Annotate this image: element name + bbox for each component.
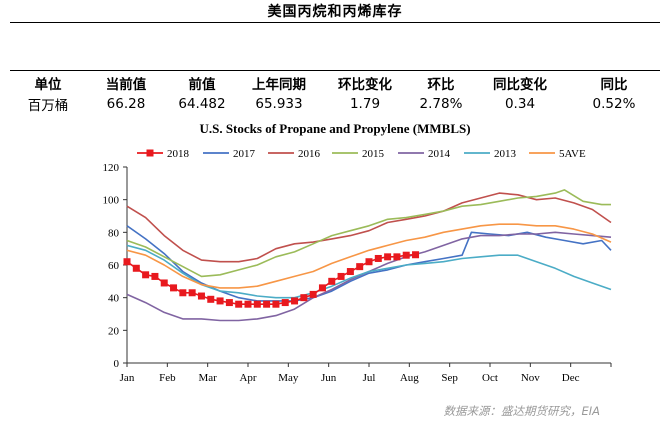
series-2018-point: [235, 300, 243, 308]
stats-header-cell: 环比变化: [338, 76, 392, 93]
series-2018-point: [132, 264, 140, 272]
x-tick-label: May: [278, 372, 299, 384]
stats-header-cell: 前值: [188, 76, 216, 93]
series-2018-point: [384, 253, 392, 261]
chart-series: [123, 189, 612, 322]
x-tick-label: Nov: [521, 372, 540, 384]
series-2015-line: [126, 189, 611, 278]
series-2018-point: [216, 297, 224, 305]
legend-2014-label: 2014: [428, 148, 451, 160]
legend-2016-label: 2016: [298, 148, 321, 160]
stats-value-cell: 1.79: [349, 95, 381, 112]
chart-title: U.S. Stocks of Propane and Propylene (MM…: [199, 121, 471, 136]
series-2018-point: [225, 299, 233, 307]
x-tick-label: Dec: [562, 372, 580, 384]
y-tick-label: 100: [103, 195, 120, 207]
stats-header-cell: 同比变化: [493, 76, 547, 93]
series-2018-point: [412, 251, 420, 259]
y-tick-label: 80: [108, 227, 120, 239]
y-tick-label: 40: [108, 293, 120, 305]
series-2018-point: [337, 272, 345, 280]
series-2018-point: [281, 299, 289, 307]
stats-value-cell: 65.933: [255, 95, 303, 112]
stats-header-cell: 单位: [34, 76, 62, 93]
legend-2018-label: 2018: [167, 148, 190, 160]
stats-header-cell: 当前值: [105, 76, 147, 93]
stats-header-cell: 上年同期: [252, 76, 306, 93]
source-note: 数据来源：盛达期货研究，EIA: [443, 404, 600, 418]
stats-value-row: 百万桶 66.28 64.482 65.933 1.79 2.78% 0.34 …: [10, 93, 660, 114]
series-2018-point: [263, 300, 271, 308]
series-2018-point: [142, 271, 150, 279]
stats-value-cell: 64.482: [178, 95, 226, 112]
series-2014-line: [126, 231, 612, 322]
series-2018-point: [272, 300, 280, 308]
series-2018-point: [197, 292, 205, 300]
legend-2013-label: 2013: [494, 148, 517, 160]
x-tick-label: Aug: [400, 372, 419, 384]
x-tick-label: Mar: [199, 372, 218, 384]
x-tick-label: Sep: [441, 372, 458, 384]
x-tick-label: Jan: [120, 372, 135, 384]
legend-2018-marker: [146, 149, 154, 157]
stats-table-top-rule: [10, 70, 660, 71]
series-2018-point: [207, 295, 215, 303]
x-tick-label: Oct: [482, 372, 498, 384]
x-tick-label: Apr: [239, 372, 256, 384]
stats-value-cell: 66.28: [106, 95, 146, 112]
series-2018-point: [346, 268, 354, 276]
legend-2015-label: 2015: [362, 148, 385, 160]
series-2018-point: [365, 258, 373, 266]
series-2018-point: [356, 263, 364, 271]
stats-value-cell: 百万桶: [27, 97, 69, 114]
stats-value-cell: 0.34: [504, 95, 536, 112]
title-rule: [10, 22, 660, 23]
x-tick-label: Jul: [363, 372, 376, 384]
stats-header-cell: 环比: [427, 76, 455, 93]
series-2016-line: [126, 192, 612, 263]
stats-value-cell: 2.78%: [419, 95, 463, 112]
y-tick-label: 20: [108, 325, 120, 337]
series-2018-point: [309, 290, 317, 298]
chart-legend: 2018 2017 2016 2015 2014 2013 5AVE: [137, 148, 586, 160]
stats-header-row: 单位 当前值 前值 上年同期 环比变化 环比 同比变化 同比: [10, 72, 660, 93]
line-chart: 2018 2017 2016 2015 2014 2013 5AVE 0 20 40 60 80 10…: [103, 148, 612, 384]
series-2018-point: [300, 294, 308, 302]
series-2018-point: [188, 289, 196, 297]
chart-axes: 0 20 40 60 80 100 120 Jan Feb Mar Apr May Jun Jul Aug S…: [103, 162, 612, 384]
series-2018-point: [393, 253, 401, 261]
x-tick-label: Feb: [159, 372, 176, 384]
legend-2017-label: 2017: [233, 148, 256, 160]
series-2018-point: [253, 300, 261, 308]
series-5ave-line: [126, 223, 612, 289]
x-tick-label: Jun: [321, 372, 337, 384]
series-2013-line: [126, 244, 612, 299]
series-2018-point: [328, 277, 336, 285]
series-2018-point: [318, 284, 326, 292]
series-2018-point: [170, 284, 178, 292]
y-tick-label: 0: [114, 358, 120, 370]
series-2018-point: [402, 251, 410, 259]
series-2018-point: [374, 254, 382, 262]
page-title: 美国丙烷和丙烯库存: [267, 4, 403, 20]
legend-5ave-label: 5AVE: [559, 148, 586, 160]
stats-value-cell: 0.52%: [592, 95, 636, 112]
stats-table: 单位 当前值 前值 上年同期 环比变化 环比 同比变化 同比 百万桶 66.28…: [10, 72, 660, 114]
series-2018-point: [160, 279, 168, 287]
stats-header-cell: 同比: [600, 76, 628, 93]
series-2018-point: [291, 297, 299, 305]
y-tick-label: 120: [103, 162, 120, 174]
series-2018-point: [179, 289, 187, 297]
series-2018-point: [123, 258, 131, 266]
y-tick-label: 60: [108, 260, 120, 272]
series-2018-point: [244, 300, 252, 308]
series-2018-point: [151, 272, 159, 280]
